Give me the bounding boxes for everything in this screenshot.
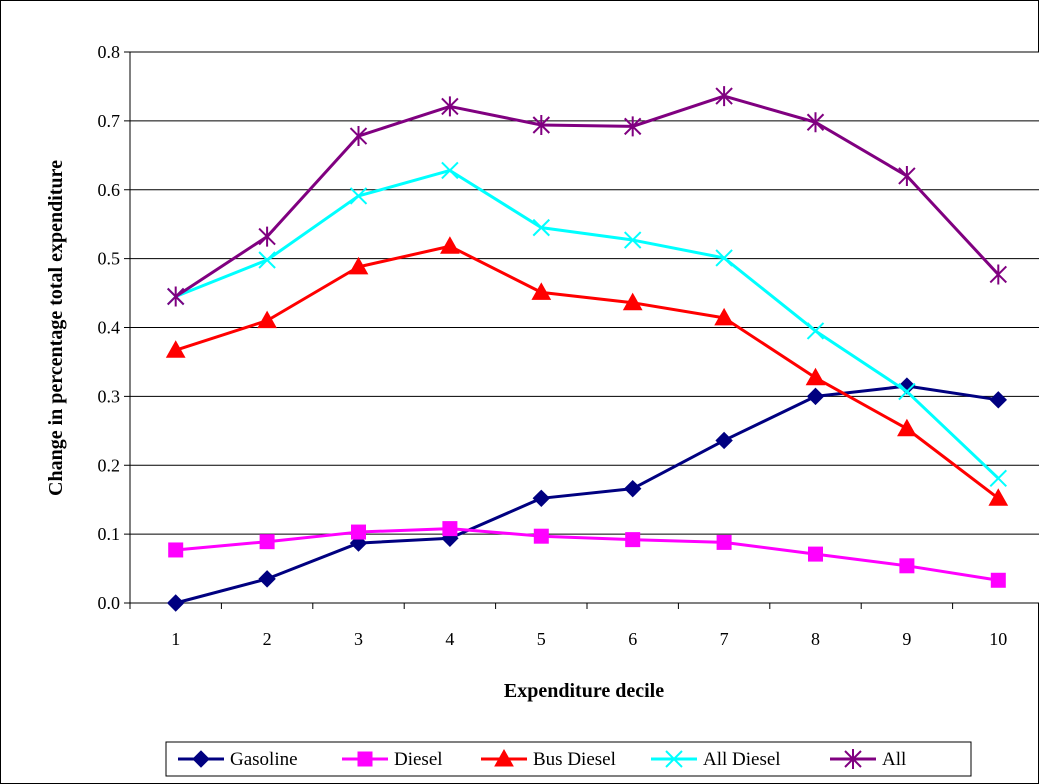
data-point-diesel (533, 528, 549, 544)
data-point-diesel (259, 534, 275, 550)
data-point-bus-diesel (165, 340, 186, 358)
x-tick-label: 3 (354, 629, 363, 649)
data-point-gasoline (258, 570, 276, 588)
legend-marker-diesel (357, 751, 373, 767)
data-point-all (898, 165, 916, 186)
data-point-bus-diesel (531, 282, 552, 300)
data-point-gasoline (715, 431, 733, 450)
series-all (166, 86, 1008, 307)
y-axis-title: Change in percentage total expenditure (45, 160, 67, 496)
x-tick-label: 1 (171, 629, 180, 649)
data-point-diesel (899, 558, 915, 574)
data-point-all-diesel (349, 187, 368, 205)
legend: Gasoline Diesel Bus Diesel All Diesel All (165, 741, 972, 777)
y-tick-label: 0.0 (98, 593, 121, 613)
data-point-bus-diesel (348, 256, 369, 275)
series-gasoline (166, 377, 1008, 612)
data-point-all-diesel (989, 469, 1008, 488)
data-point-gasoline (166, 594, 185, 612)
series-diesel (168, 521, 1006, 588)
data-point-all (441, 96, 459, 117)
legend-label-diesel: Diesel (394, 749, 443, 770)
x-tick-label: 4 (445, 629, 454, 649)
data-point-diesel (808, 546, 823, 562)
data-point-gasoline (623, 479, 642, 498)
data-point-bus-diesel (440, 236, 460, 254)
series-bus-diesel (165, 236, 1009, 506)
legend-marker-all-diesel (665, 750, 683, 768)
data-point-diesel (168, 542, 184, 558)
legend-label-bus-diesel: Bus Diesel (533, 749, 616, 770)
data-point-all-diesel (898, 382, 916, 401)
x-tick-label: 8 (811, 629, 820, 649)
series-line-all (174, 94, 1000, 298)
x-tick-label: 6 (628, 629, 637, 649)
x-tick-label: 10 (989, 629, 1007, 649)
x-tick-label: 7 (720, 629, 729, 649)
series-line-diesel (175, 527, 999, 582)
series-lines (165, 86, 1009, 612)
legend-item-all-diesel: All Diesel (651, 749, 781, 770)
y-tick-label: 0.6 (98, 180, 121, 200)
legend-item-all: All (830, 749, 906, 770)
data-point-all (715, 86, 733, 107)
data-point-diesel (990, 572, 1006, 588)
y-tick-label: 0.8 (98, 42, 121, 62)
data-point-all-diesel (258, 251, 276, 269)
x-tick-label: 5 (537, 629, 546, 649)
series-line-gasoline (175, 384, 999, 605)
data-point-all-diesel (441, 161, 459, 180)
axes (124, 51, 1039, 609)
data-point-bus-diesel (622, 292, 643, 311)
grid-lines (130, 51, 1039, 535)
data-point-gasoline (532, 489, 551, 508)
data-point-all (532, 115, 551, 136)
y-tick-label: 0.5 (98, 249, 121, 269)
x-axis-title: Expenditure decile (504, 680, 664, 702)
data-point-all (166, 286, 185, 307)
y-tick-label: 0.2 (98, 455, 121, 475)
legend-marker-bus-diesel (494, 748, 514, 767)
data-point-all (349, 126, 368, 147)
x-tick-label: 9 (902, 629, 911, 649)
data-point-all-diesel (623, 231, 642, 249)
data-point-bus-diesel (805, 367, 826, 386)
x-tick-labels: 1 2 3 4 5 6 7 8 9 10 (171, 629, 1007, 649)
legend-label-gasoline: Gasoline (230, 749, 298, 770)
data-point-all (989, 264, 1008, 285)
data-point-all (258, 226, 276, 247)
data-point-diesel (351, 524, 366, 540)
series-line-all-diesel (175, 168, 1000, 480)
legend-marker-all (844, 749, 862, 769)
x-tick-label: 2 (263, 629, 272, 649)
data-point-gasoline (989, 391, 1008, 409)
data-point-bus-diesel (988, 488, 1009, 506)
data-point-all (623, 116, 642, 137)
data-point-all-diesel (532, 218, 551, 237)
data-point-bus-diesel (714, 307, 734, 326)
data-point-diesel (716, 534, 732, 550)
y-tick-label: 0.1 (98, 524, 121, 544)
y-tick-labels: 0.0 0.1 0.2 0.3 0.4 0.5 0.6 0.7 0.8 (98, 42, 121, 613)
data-point-all-diesel (715, 249, 733, 267)
data-point-diesel (442, 521, 458, 537)
legend-label-all-diesel: All Diesel (703, 749, 781, 770)
data-point-bus-diesel (897, 418, 917, 437)
legend-marker-gasoline (192, 750, 210, 768)
data-point-all-diesel (806, 322, 825, 340)
y-tick-label: 0.4 (98, 318, 121, 338)
legend-item-bus-diesel: Bus Diesel (481, 748, 616, 770)
legend-label-all: All (882, 749, 906, 770)
data-point-diesel (625, 532, 641, 548)
y-tick-label: 0.7 (98, 111, 121, 131)
data-point-gasoline (806, 387, 825, 406)
y-tick-label: 0.3 (98, 386, 121, 406)
legend-item-gasoline: Gasoline (178, 749, 298, 770)
legend-item-diesel: Diesel (342, 749, 443, 770)
series-line-bus-diesel (175, 244, 1000, 500)
data-point-all (806, 112, 825, 133)
data-point-bus-diesel (257, 310, 277, 329)
